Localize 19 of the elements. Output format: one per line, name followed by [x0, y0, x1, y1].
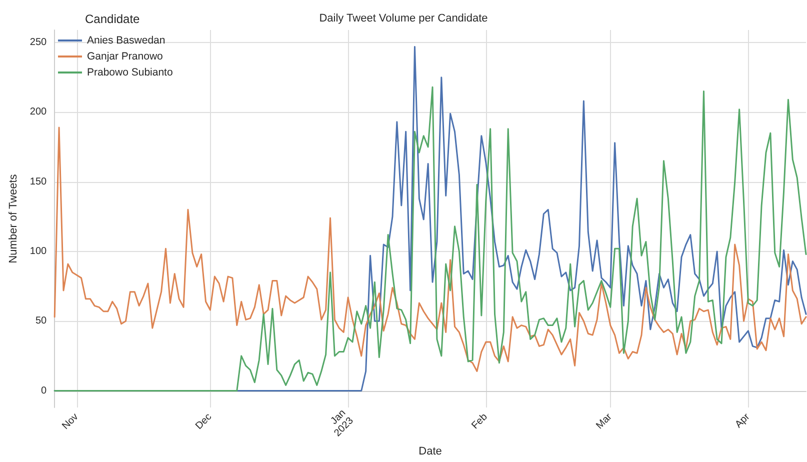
x-axis-title: Date [418, 446, 442, 458]
legend-title: Candidate [85, 12, 140, 26]
y-tick-label: 0 [41, 385, 48, 396]
line-series [54, 126, 807, 372]
legend-label: Prabowo Subianto [87, 66, 173, 78]
y-tick-label: 150 [30, 176, 48, 188]
legend-label: Anies Baswedan [87, 34, 166, 46]
y-tick-label: 250 [30, 37, 48, 48]
y-tick-label: 50 [35, 316, 48, 327]
chart-title: Daily Tweet Volume per Candidate [319, 12, 488, 24]
x-tick-label: Mar [594, 411, 615, 432]
y-tick-label: 100 [30, 246, 48, 257]
x-tick-label: Apr [733, 411, 753, 430]
y-tick-label: 200 [30, 106, 48, 118]
x-tick-label: Dec [194, 412, 214, 432]
x-tick-label: Feb [470, 411, 490, 432]
y-axis-title: Number of Tweets [8, 174, 20, 264]
legend-label: Ganjar Pranowo [87, 50, 164, 62]
x-tick-label: Nov [60, 412, 81, 432]
